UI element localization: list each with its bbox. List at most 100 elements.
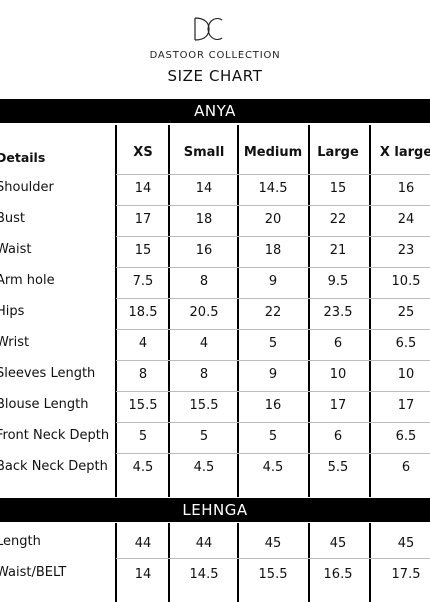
anya-cell: 4 (138, 336, 148, 351)
lehnga-cell: 45 (329, 536, 347, 551)
anya-cell: 17 (397, 398, 415, 413)
anya-cell: 15.5 (128, 398, 158, 413)
anya-cell: 6 (401, 460, 411, 475)
anya-header-size: Small (183, 145, 225, 160)
anya-cell: 23.5 (323, 305, 353, 320)
anya-cell: 15 (329, 181, 347, 196)
anya-column-divider (369, 125, 371, 497)
anya-row-label: Wrist (0, 335, 30, 350)
lehnga-cell: 44 (134, 536, 152, 551)
anya-row-label: Front Neck Depth (0, 428, 110, 443)
lehnga-cell: 45 (397, 536, 415, 551)
anya-section-header: ANYA (0, 99, 430, 123)
anya-row-label: Hips (0, 304, 25, 319)
brand-name: DASTOOR COLLECTION (149, 50, 281, 61)
anya-cell: 17 (134, 212, 152, 227)
anya-row-divider (116, 453, 430, 454)
anya-row-divider (116, 174, 430, 175)
anya-cell: 5.5 (327, 460, 349, 475)
anya-cell: 8 (138, 367, 148, 382)
anya-cell: 9 (268, 367, 278, 382)
anya-cell: 20.5 (189, 305, 219, 320)
lehnga-cell: 14 (134, 567, 152, 582)
anya-row-divider (116, 298, 430, 299)
anya-header-size: Large (317, 145, 359, 160)
anya-row-divider (116, 422, 430, 423)
anya-header-size: X large (379, 145, 430, 160)
anya-cell: 7.5 (132, 274, 154, 289)
anya-cell: 8 (199, 367, 209, 382)
anya-cell: 16 (264, 398, 282, 413)
anya-cell: 24 (397, 212, 415, 227)
anya-column-divider (308, 125, 310, 497)
anya-row-divider (116, 391, 430, 392)
anya-cell: 20 (264, 212, 282, 227)
anya-header-size: Medium (243, 145, 303, 160)
anya-row-divider (116, 360, 430, 361)
lehnga-row-label: Length (0, 534, 41, 549)
anya-cell: 8 (199, 274, 209, 289)
lehnga-section-header: LEHNGA (0, 498, 430, 522)
anya-cell: 18.5 (128, 305, 158, 320)
anya-cell: 4 (199, 336, 209, 351)
anya-cell: 6 (333, 336, 343, 351)
anya-cell: 22 (329, 212, 347, 227)
anya-column-divider (237, 125, 239, 497)
anya-cell: 5 (268, 429, 278, 444)
anya-row-label: Bust (0, 211, 26, 226)
anya-header-size: XS (133, 145, 153, 160)
lehnga-column-divider (308, 523, 310, 602)
anya-header-details: Details (0, 150, 46, 165)
anya-cell: 16 (195, 243, 213, 258)
anya-cell: 10 (397, 367, 415, 382)
anya-cell: 21 (329, 243, 347, 258)
anya-cell: 5 (268, 336, 278, 351)
anya-cell: 9.5 (327, 274, 349, 289)
anya-row-divider (116, 236, 430, 237)
lehnga-column-divider (237, 523, 239, 602)
anya-cell: 23 (397, 243, 415, 258)
anya-cell: 6 (333, 429, 343, 444)
lehnga-cell: 17.5 (391, 567, 421, 582)
anya-row-label: Sleeves Length (0, 366, 96, 381)
lehnga-row-divider (116, 558, 430, 559)
anya-row-divider (116, 267, 430, 268)
anya-cell: 5 (138, 429, 148, 444)
anya-cell: 6.5 (395, 336, 417, 351)
lehnga-cell: 14.5 (189, 567, 219, 582)
anya-row-divider (116, 205, 430, 206)
anya-cell: 17 (329, 398, 347, 413)
anya-row-label: Shoulder (0, 180, 54, 195)
anya-cell: 5 (199, 429, 209, 444)
anya-cell: 4.5 (262, 460, 284, 475)
anya-column-divider (115, 125, 117, 497)
lehnga-cell: 45 (264, 536, 282, 551)
anya-cell: 10 (329, 367, 347, 382)
anya-cell: 14 (195, 181, 213, 196)
anya-cell: 18 (264, 243, 282, 258)
anya-cell: 16 (397, 181, 415, 196)
anya-cell: 9 (268, 274, 278, 289)
dastoor-collection-logo-icon (194, 17, 223, 41)
anya-column-divider (168, 125, 170, 497)
anya-cell: 14.5 (258, 181, 288, 196)
lehnga-cell: 16.5 (323, 567, 353, 582)
anya-cell: 6.5 (395, 429, 417, 444)
lehnga-column-divider (168, 523, 170, 602)
anya-cell: 25 (397, 305, 415, 320)
page-title: SIZE CHART (167, 67, 263, 85)
lehnga-cell: 44 (195, 536, 213, 551)
anya-cell: 14 (134, 181, 152, 196)
lehnga-column-divider (115, 523, 117, 602)
lehnga-column-divider (369, 523, 371, 602)
anya-cell: 15 (134, 243, 152, 258)
anya-row-divider (116, 329, 430, 330)
anya-cell: 15.5 (189, 398, 219, 413)
anya-cell: 18 (195, 212, 213, 227)
anya-cell: 4.5 (132, 460, 154, 475)
anya-row-label: Arm hole (0, 273, 55, 288)
anya-row-label: Waist (0, 242, 32, 257)
lehnga-cell: 15.5 (258, 567, 288, 582)
anya-cell: 4.5 (193, 460, 215, 475)
anya-cell: 22 (264, 305, 282, 320)
